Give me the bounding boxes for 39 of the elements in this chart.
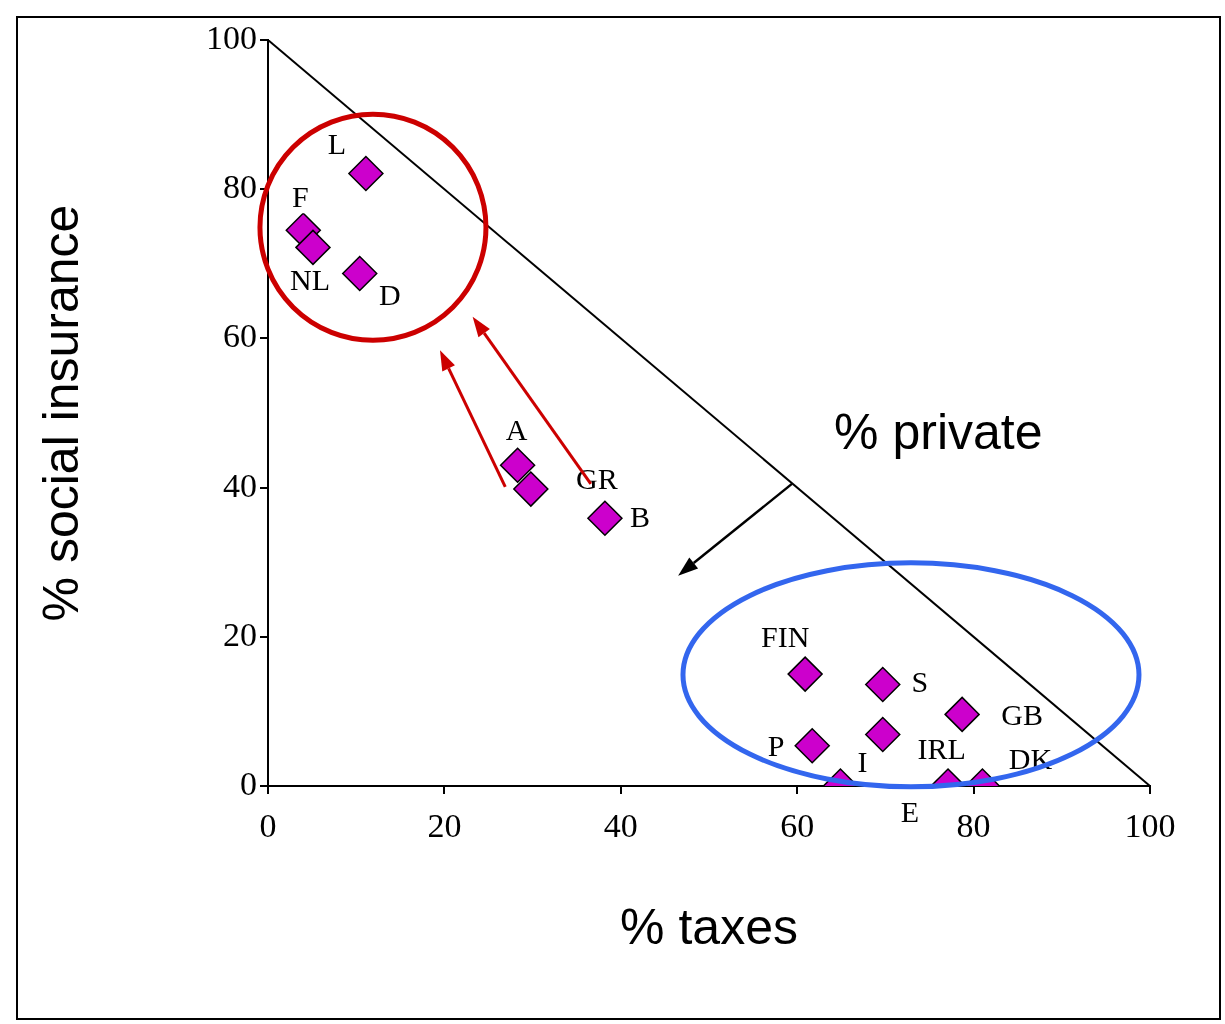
annotation: IRL: [917, 732, 966, 766]
point: [865, 666, 901, 703]
annotation: I: [857, 744, 868, 778]
point: [787, 656, 823, 692]
annotation: GR: [575, 461, 618, 495]
x-tick-label: 100: [1124, 807, 1176, 845]
y-tick-label: 100: [206, 18, 257, 56]
point: [794, 727, 830, 764]
x-tick-label: 80: [956, 807, 991, 845]
annotation: L: [327, 127, 347, 161]
annotation: GB: [1001, 698, 1043, 732]
point: [295, 229, 331, 266]
point: [587, 500, 623, 536]
point: [348, 155, 384, 192]
y-tick-label: 60: [223, 317, 257, 355]
annotation: FIN: [760, 619, 810, 653]
point: [944, 696, 980, 733]
point: [499, 447, 536, 483]
annotation: D: [378, 278, 401, 312]
y-tick-label: 20: [223, 615, 257, 653]
annotation: E: [900, 794, 920, 828]
x-tick-label: 20: [427, 807, 462, 845]
annotation: % private: [834, 404, 1043, 461]
x-axis-title: % taxes: [620, 898, 798, 955]
annotation: S: [911, 665, 929, 699]
y-tick-label: 80: [223, 168, 257, 206]
annotation: A: [505, 413, 528, 447]
x-tick-label: 60: [780, 807, 815, 845]
point: [341, 255, 378, 292]
point: [513, 471, 549, 507]
annotation: P: [767, 728, 785, 762]
y-axis-title: % social insurance: [32, 204, 89, 622]
annotation: B: [629, 500, 650, 534]
x-tick-label: 40: [603, 807, 638, 845]
y-tick-label: 40: [223, 466, 257, 504]
y-tick-label: 0: [240, 764, 257, 802]
annotation: F: [291, 180, 309, 214]
annotation: NL: [289, 263, 330, 297]
point: [865, 716, 901, 753]
